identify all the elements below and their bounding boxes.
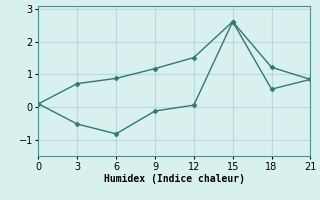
X-axis label: Humidex (Indice chaleur): Humidex (Indice chaleur): [104, 174, 245, 184]
